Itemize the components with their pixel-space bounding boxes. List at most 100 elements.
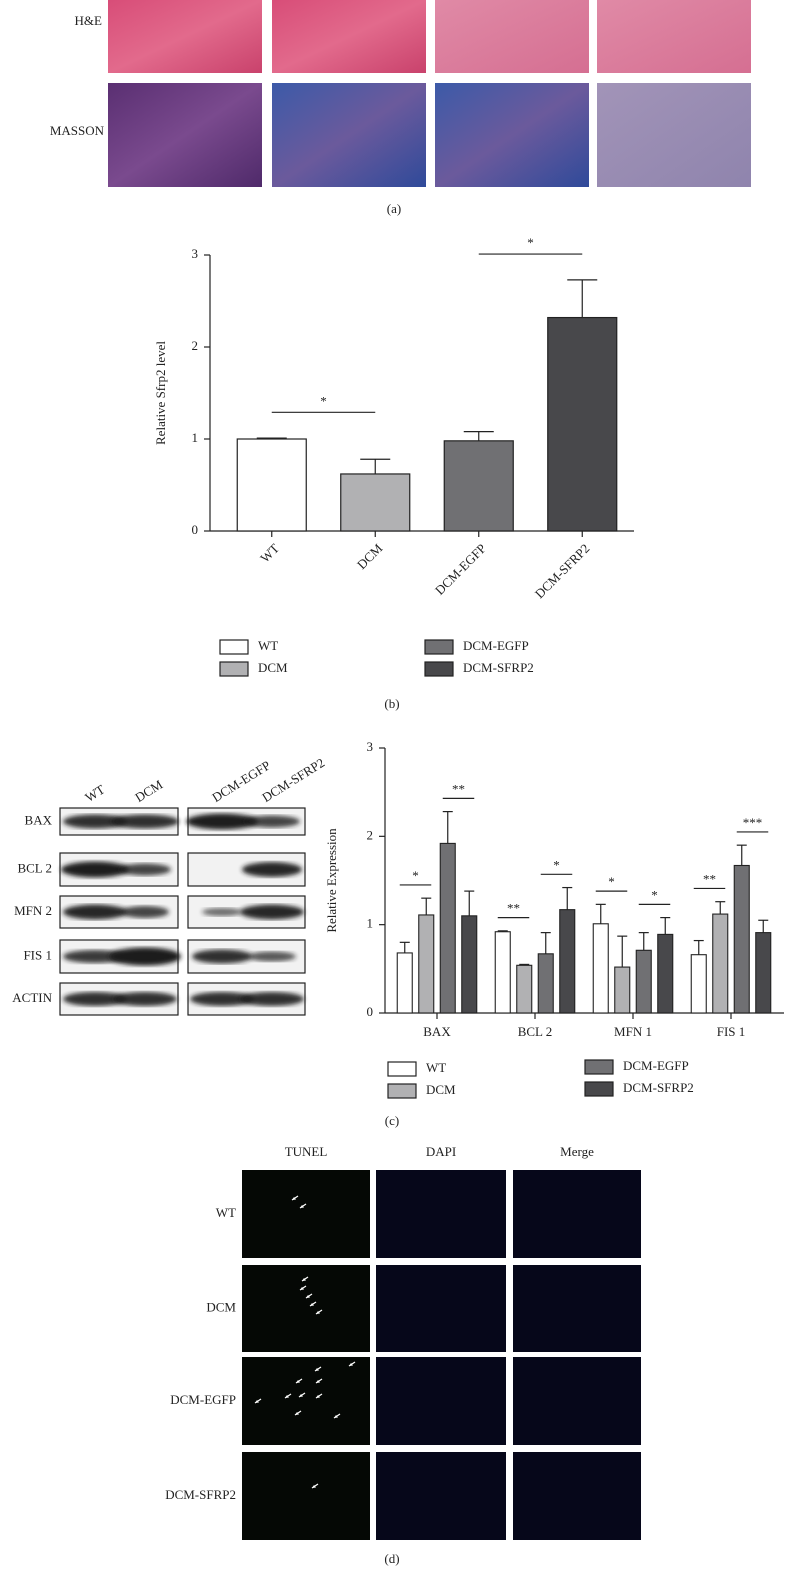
y-tick-label: 0 — [192, 522, 199, 537]
blot-band — [240, 992, 304, 1006]
significance-label: * — [527, 235, 534, 250]
panel-label: (a) — [387, 201, 401, 216]
legend-label: DCM — [258, 660, 288, 675]
bar — [547, 316, 618, 532]
arrow-head — [285, 1395, 289, 1398]
blot-band — [240, 904, 304, 920]
x-tick-label: MFN 1 — [614, 1024, 652, 1039]
fluorescence-image — [376, 1170, 506, 1258]
column-header: TUNEL — [285, 1144, 328, 1159]
y-tick-label: 1 — [367, 916, 374, 931]
significance-label: * — [412, 868, 419, 883]
blot-band — [61, 861, 129, 878]
blot-column-label: DCM — [132, 776, 165, 805]
row-label: DCM — [206, 1299, 236, 1314]
arrow-head — [255, 1400, 259, 1403]
arrow-head — [315, 1368, 319, 1371]
arrow-head — [292, 1197, 296, 1200]
bar — [614, 966, 631, 1014]
row-label: H&E — [75, 13, 103, 28]
legend-swatch — [387, 1061, 417, 1077]
bar — [443, 440, 514, 532]
bar — [690, 954, 707, 1014]
blot-row-label: MFN 2 — [14, 903, 52, 918]
blot-band — [242, 862, 302, 877]
x-tick-label: WT — [257, 541, 282, 566]
arrow-head — [300, 1287, 304, 1290]
arrow-head — [302, 1278, 306, 1281]
significance-label: ** — [507, 901, 520, 916]
bar — [461, 915, 478, 1014]
arrow-head — [306, 1295, 310, 1298]
significance-label: ** — [703, 871, 716, 886]
blot-band — [119, 863, 171, 876]
bar — [755, 932, 772, 1014]
arrow-head — [316, 1395, 320, 1398]
y-tick-label: 3 — [192, 246, 199, 261]
significance-label: ** — [452, 781, 465, 796]
arrow-head — [299, 1394, 303, 1397]
bar — [733, 864, 750, 1014]
masson-image — [108, 83, 262, 187]
he-image — [435, 0, 589, 73]
blot-column-label: WT — [82, 782, 107, 805]
fluorescence-image — [513, 1170, 641, 1258]
bar — [340, 473, 411, 532]
legend-label: DCM-EGFP — [463, 638, 529, 653]
arrow-head — [349, 1363, 353, 1366]
fluorescence-image — [513, 1265, 641, 1352]
legend-swatch — [424, 639, 454, 655]
panel-label: (d) — [384, 1551, 399, 1566]
row-label: MASSON — [50, 123, 105, 138]
bar — [592, 923, 609, 1014]
blot-band — [202, 908, 242, 916]
blot-band — [121, 906, 169, 918]
legend-label: DCM-SFRP2 — [463, 660, 534, 675]
significance-label: * — [651, 887, 658, 902]
bar — [635, 949, 652, 1014]
row-label: DCM-EGFP — [170, 1392, 236, 1407]
legend-label: WT — [258, 638, 278, 653]
bar — [516, 964, 533, 1014]
y-tick-label: 0 — [367, 1004, 374, 1019]
x-tick-label: DCM-SFRP2 — [532, 541, 593, 602]
arrow-head — [300, 1205, 304, 1208]
fluorescence-image — [376, 1452, 506, 1540]
blot-band — [109, 947, 181, 966]
x-tick-label: BCL 2 — [518, 1024, 553, 1039]
blot-band — [63, 950, 127, 963]
significance-label: * — [608, 874, 615, 889]
panel-label: (c) — [385, 1113, 399, 1128]
bar — [537, 953, 554, 1014]
bar — [712, 913, 729, 1014]
fluorescence-image — [242, 1452, 370, 1540]
significance-label: *** — [743, 815, 763, 830]
x-tick-label: BAX — [423, 1024, 451, 1039]
y-axis-label: Relative Sfrp2 level — [153, 341, 168, 445]
legend-label: DCM-EGFP — [623, 1058, 689, 1073]
legend-swatch — [584, 1059, 614, 1075]
arrow-head — [316, 1380, 320, 1383]
blot-band — [63, 992, 127, 1006]
fluorescence-image — [242, 1265, 370, 1352]
he-image — [597, 0, 751, 73]
fluorescence-image — [242, 1357, 370, 1445]
legend-swatch — [584, 1081, 614, 1097]
panel-label: (b) — [384, 696, 399, 711]
y-tick-label: 2 — [367, 827, 374, 842]
column-header: DAPI — [426, 1144, 456, 1159]
legend-label: DCM — [426, 1082, 456, 1097]
blot-band — [248, 951, 296, 962]
legend-swatch — [387, 1083, 417, 1099]
bar — [439, 842, 456, 1014]
legend-label: WT — [426, 1060, 446, 1075]
x-tick-label: DCM — [354, 540, 386, 572]
legend-swatch — [219, 661, 249, 677]
blot-band — [111, 814, 179, 829]
y-axis-label: Relative Expression — [324, 828, 339, 933]
column-header: Merge — [560, 1144, 594, 1159]
bar — [657, 933, 674, 1014]
fluorescence-image — [242, 1170, 370, 1258]
blot-band — [192, 949, 252, 964]
